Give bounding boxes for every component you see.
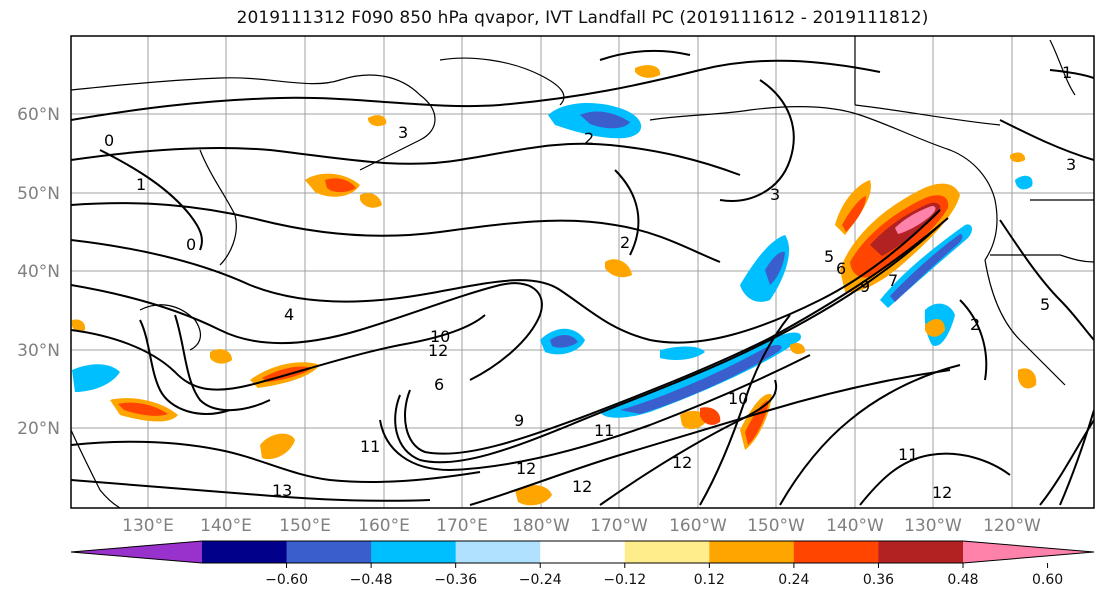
- colorbar-tick-labels: −0.60 −0.48 −0.36 −0.24 −0.12 0.12 0.24 0.36 0.4…: [265, 572, 1063, 588]
- colorbar-segment: [286, 541, 372, 563]
- colorbar-tick-label: −0.12: [603, 572, 646, 588]
- lon-label: 130°E: [122, 516, 174, 536]
- contour-label: 2: [584, 129, 594, 148]
- contour-labels: 0 1 0 2 3 1 2 3 4 5 6 7 9 10 12 11 9 11 …: [104, 63, 1076, 502]
- contour-label: 13: [272, 481, 292, 500]
- contour-label: 11: [594, 421, 614, 440]
- lat-label: 60°N: [17, 105, 60, 125]
- lat-label: 30°N: [17, 341, 60, 361]
- lon-label: 160°E: [358, 516, 410, 536]
- contour-label: 10: [430, 327, 450, 346]
- lat-label: 20°N: [17, 419, 60, 439]
- colorbar-extension-high: [963, 541, 1094, 563]
- contour-label: 0: [186, 235, 196, 254]
- lon-label: 170°E: [436, 516, 488, 536]
- lon-label: 120°W: [983, 516, 1041, 536]
- colorbar-segment: [624, 541, 710, 563]
- contour-label: 3: [398, 123, 408, 142]
- lon-label: 130°W: [904, 516, 962, 536]
- colorbar-tick-label: 0.24: [778, 572, 809, 588]
- contour-label: 12: [672, 453, 692, 472]
- contour-label: 2: [970, 315, 980, 334]
- contour-label: 5: [824, 247, 834, 266]
- contour-label: 1: [1062, 63, 1072, 82]
- colorbar-tick-label: 0.12: [694, 572, 725, 588]
- colorbar-segment: [455, 541, 541, 563]
- contour-label: 3: [1066, 155, 1076, 174]
- contour-label: 11: [898, 445, 918, 464]
- colorbar-ticks: [286, 563, 1049, 568]
- colorbar-extension-low: [71, 541, 202, 563]
- map-title: 2019111312 F090 850 hPa qvapor, IVT Land…: [236, 8, 929, 28]
- contour-label: 5: [1040, 295, 1050, 314]
- lon-label: 180°W: [512, 516, 570, 536]
- contour-label: 4: [284, 305, 294, 324]
- map-frame: [70, 35, 1095, 509]
- contour-label: 0: [104, 131, 114, 150]
- lon-label: 160°W: [669, 516, 727, 536]
- coastlines: [71, 36, 1094, 508]
- contour-label: 6: [836, 259, 846, 278]
- contour-label: 3: [770, 185, 780, 204]
- contour-label: 2: [620, 233, 630, 252]
- lat-label: 50°N: [17, 184, 60, 204]
- colorbar-tick-label: 0.48: [947, 572, 978, 588]
- contour-label: 12: [932, 483, 952, 502]
- colorbar-tick-label: −0.60: [265, 572, 308, 588]
- colorbar-outline: [70, 540, 1095, 564]
- ivt-contours: [71, 49, 1094, 506]
- lat-label: 40°N: [17, 262, 60, 282]
- contour-label: 6: [434, 375, 444, 394]
- lon-label: 140°W: [826, 516, 884, 536]
- lon-label: 140°E: [200, 516, 252, 536]
- lon-label: 150°E: [279, 516, 331, 536]
- colorbar-tick-label: −0.48: [350, 572, 393, 588]
- contour-label: 9: [860, 277, 870, 296]
- contour-label: 9: [514, 411, 524, 430]
- contour-label: 12: [428, 341, 448, 360]
- colorbar-segments: [70, 540, 1095, 564]
- colorbar-tick-label: −0.24: [519, 572, 562, 588]
- colorbar-tick-label: 0.36: [863, 572, 894, 588]
- colorbar-segment: [709, 541, 795, 563]
- lon-label: 150°W: [747, 516, 805, 536]
- colorbar-tick-label: −0.36: [434, 572, 477, 588]
- colorbar-segment: [202, 541, 288, 563]
- colorbar-segment: [540, 541, 626, 563]
- contour-label: 7: [888, 271, 898, 290]
- contour-label: 12: [516, 459, 536, 478]
- latitude-labels: 60°N 50°N 40°N 30°N 20°N: [17, 105, 60, 439]
- longitude-labels: 130°E 140°E 150°E 160°E 170°E 180°W 170°…: [122, 516, 1041, 536]
- colorbar-tick-label: 0.60: [1032, 572, 1063, 588]
- contour-label: 11: [360, 437, 380, 456]
- colorbar: −0.60 −0.48 −0.36 −0.24 −0.12 0.12 0.24 0.36 0.4…: [70, 540, 1095, 588]
- lon-label: 170°W: [590, 516, 648, 536]
- contour-label: 1: [136, 175, 146, 194]
- colorbar-segment: [878, 541, 964, 563]
- contour-label: 10: [728, 389, 748, 408]
- shaded-anomaly-fields: [72, 65, 1037, 506]
- contour-label: 12: [572, 477, 592, 496]
- colorbar-segment: [793, 541, 879, 563]
- colorbar-segment: [371, 541, 457, 563]
